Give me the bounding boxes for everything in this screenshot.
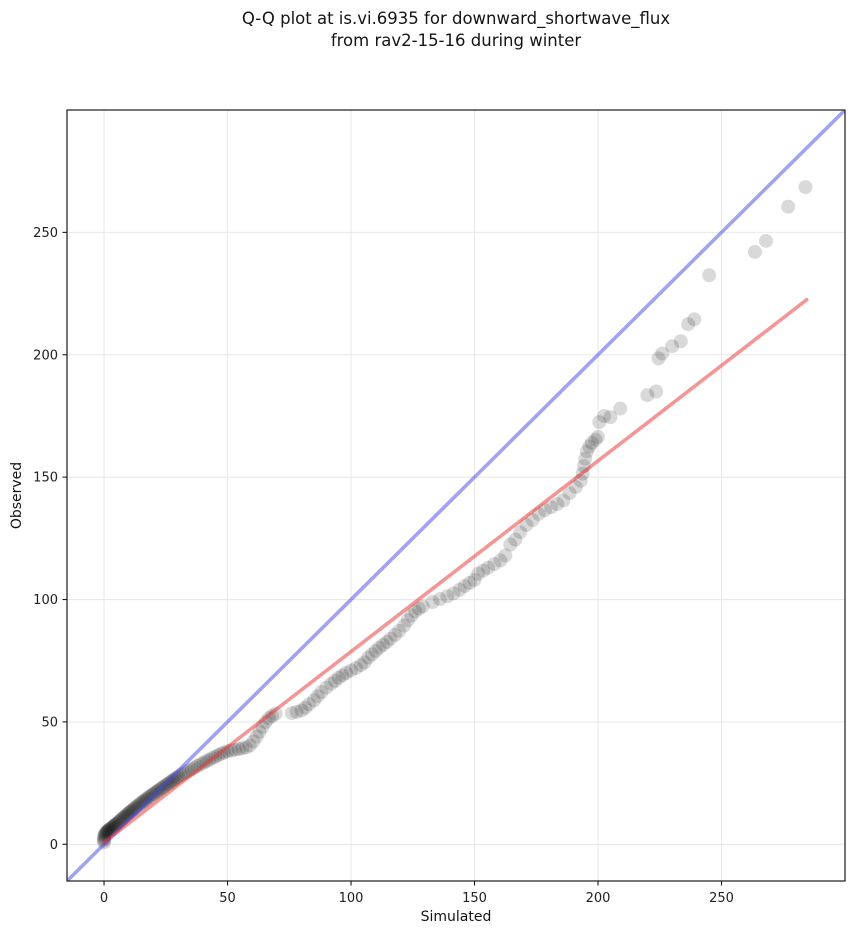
fit-line	[102, 297, 809, 845]
x-tick-label: 0	[100, 891, 108, 906]
y-tick-label: 0	[50, 838, 58, 853]
y-tick-label: 100	[33, 593, 58, 608]
chart-title: Q-Q plot at is.vi.6935 for downward_shor…	[67, 8, 845, 52]
y-tick-label: 150	[33, 471, 58, 486]
x-axis-label: Simulated	[421, 909, 492, 925]
qq-scatter-points	[97, 180, 813, 850]
gridlines	[67, 110, 845, 881]
tick-labels: 0 50 100 150 200 250 0 50 100 150 200 250	[33, 226, 734, 906]
x-tick-label: 200	[586, 891, 611, 906]
x-tick-label: 150	[462, 891, 487, 906]
chart-title-line1: Q-Q plot at is.vi.6935 for downward_shor…	[241, 9, 671, 28]
chart-title-line2: from rav2-15-16 during winter	[330, 31, 582, 50]
reference-lines	[67, 110, 845, 881]
y-tick-label: 50	[41, 715, 58, 730]
x-tick-label: 50	[219, 891, 236, 906]
plot-border	[66, 109, 846, 882]
y-tick-label: 200	[33, 348, 58, 363]
axis-ticks	[62, 231, 723, 886]
x-tick-label: 250	[709, 891, 734, 906]
x-tick-label: 100	[339, 891, 364, 906]
y-tick-label: 250	[33, 226, 58, 241]
identity-line	[67, 110, 845, 881]
y-axis-label: Observed	[9, 462, 25, 529]
